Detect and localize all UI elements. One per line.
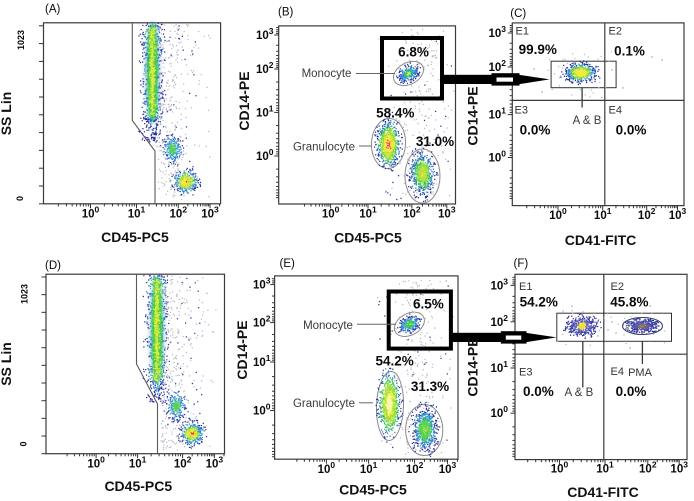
svg-text:103: 103 (490, 276, 508, 292)
svg-text:CD45-PC5: CD45-PC5 (339, 482, 407, 498)
svg-text:101: 101 (488, 106, 506, 122)
svg-text:45.8%: 45.8% (610, 294, 648, 309)
svg-text:100: 100 (490, 404, 508, 420)
svg-text:(B): (B) (278, 7, 294, 19)
svg-text:102: 102 (256, 60, 274, 76)
svg-text:102: 102 (490, 313, 508, 329)
svg-text:(E): (E) (280, 258, 296, 270)
svg-text:A & B: A & B (565, 387, 594, 399)
svg-text:Monocyte: Monocyte (303, 320, 353, 332)
svg-text:0: 0 (19, 441, 29, 446)
svg-text:CD45-PC5: CD45-PC5 (334, 230, 402, 246)
svg-text:Monocyte: Monocyte (302, 68, 352, 80)
svg-text:0.0%: 0.0% (616, 384, 647, 399)
svg-text:102: 102 (488, 58, 506, 74)
svg-text:0.0%: 0.0% (520, 122, 551, 137)
svg-text:Granulocyte: Granulocyte (293, 398, 355, 410)
svg-text:PMA: PMA (628, 367, 653, 379)
svg-text:E3: E3 (519, 367, 532, 379)
svg-text:1023: 1023 (20, 284, 30, 304)
svg-text:100: 100 (488, 149, 506, 165)
svg-text:(C): (C) (510, 8, 526, 20)
svg-text:(D): (D) (45, 260, 61, 272)
svg-text:(A): (A) (45, 4, 61, 16)
svg-text:A & B: A & B (573, 115, 602, 127)
svg-text:1023: 1023 (16, 30, 26, 50)
svg-text:E1: E1 (516, 26, 529, 38)
svg-text:100: 100 (253, 402, 271, 418)
svg-text:0.1%: 0.1% (614, 44, 645, 59)
svg-text:E4: E4 (609, 105, 622, 117)
svg-text:54.2%: 54.2% (375, 354, 413, 369)
svg-text:31.3%: 31.3% (411, 379, 449, 394)
svg-text:SS Lin: SS Lin (0, 92, 14, 136)
svg-text:0.0%: 0.0% (523, 384, 554, 399)
svg-text:0.0%: 0.0% (616, 122, 647, 137)
svg-text:E2: E2 (611, 281, 624, 293)
svg-text:54.2%: 54.2% (520, 294, 558, 309)
svg-text:103: 103 (253, 276, 271, 292)
svg-text:103: 103 (256, 26, 274, 42)
svg-text:SS Lin: SS Lin (0, 342, 14, 386)
svg-text:102: 102 (253, 314, 271, 330)
svg-text:0: 0 (15, 196, 25, 201)
svg-text:E1: E1 (519, 281, 532, 293)
svg-text:101: 101 (490, 359, 508, 375)
svg-text:101: 101 (253, 353, 271, 369)
svg-text:CD41-FITC: CD41-FITC (567, 484, 639, 500)
svg-text:58.4%: 58.4% (376, 106, 414, 121)
svg-text:CD14-PE: CD14-PE (234, 320, 250, 379)
svg-text:CD45-PC5: CD45-PC5 (104, 478, 172, 494)
svg-text:E2: E2 (609, 26, 622, 38)
svg-text:6.8%: 6.8% (398, 45, 429, 60)
svg-text:100: 100 (256, 147, 274, 163)
svg-text:CD14-PE: CD14-PE (465, 86, 481, 145)
svg-text:(F): (F) (514, 258, 529, 270)
svg-text:101: 101 (256, 103, 274, 119)
svg-text:E4: E4 (611, 366, 624, 378)
svg-text:CD45-PC5: CD45-PC5 (101, 229, 169, 245)
svg-text:CD14-PE: CD14-PE (236, 71, 252, 130)
svg-text:31.0%: 31.0% (416, 134, 454, 149)
svg-text:CD14-PE: CD14-PE (465, 337, 481, 396)
svg-text:99.9%: 99.9% (519, 42, 557, 57)
svg-text:Granulocyte: Granulocyte (293, 141, 355, 153)
svg-text:E3: E3 (515, 105, 528, 117)
svg-text:6.5%: 6.5% (413, 296, 444, 311)
svg-text:103: 103 (488, 24, 506, 40)
svg-text:CD41-FITC: CD41-FITC (565, 232, 637, 248)
